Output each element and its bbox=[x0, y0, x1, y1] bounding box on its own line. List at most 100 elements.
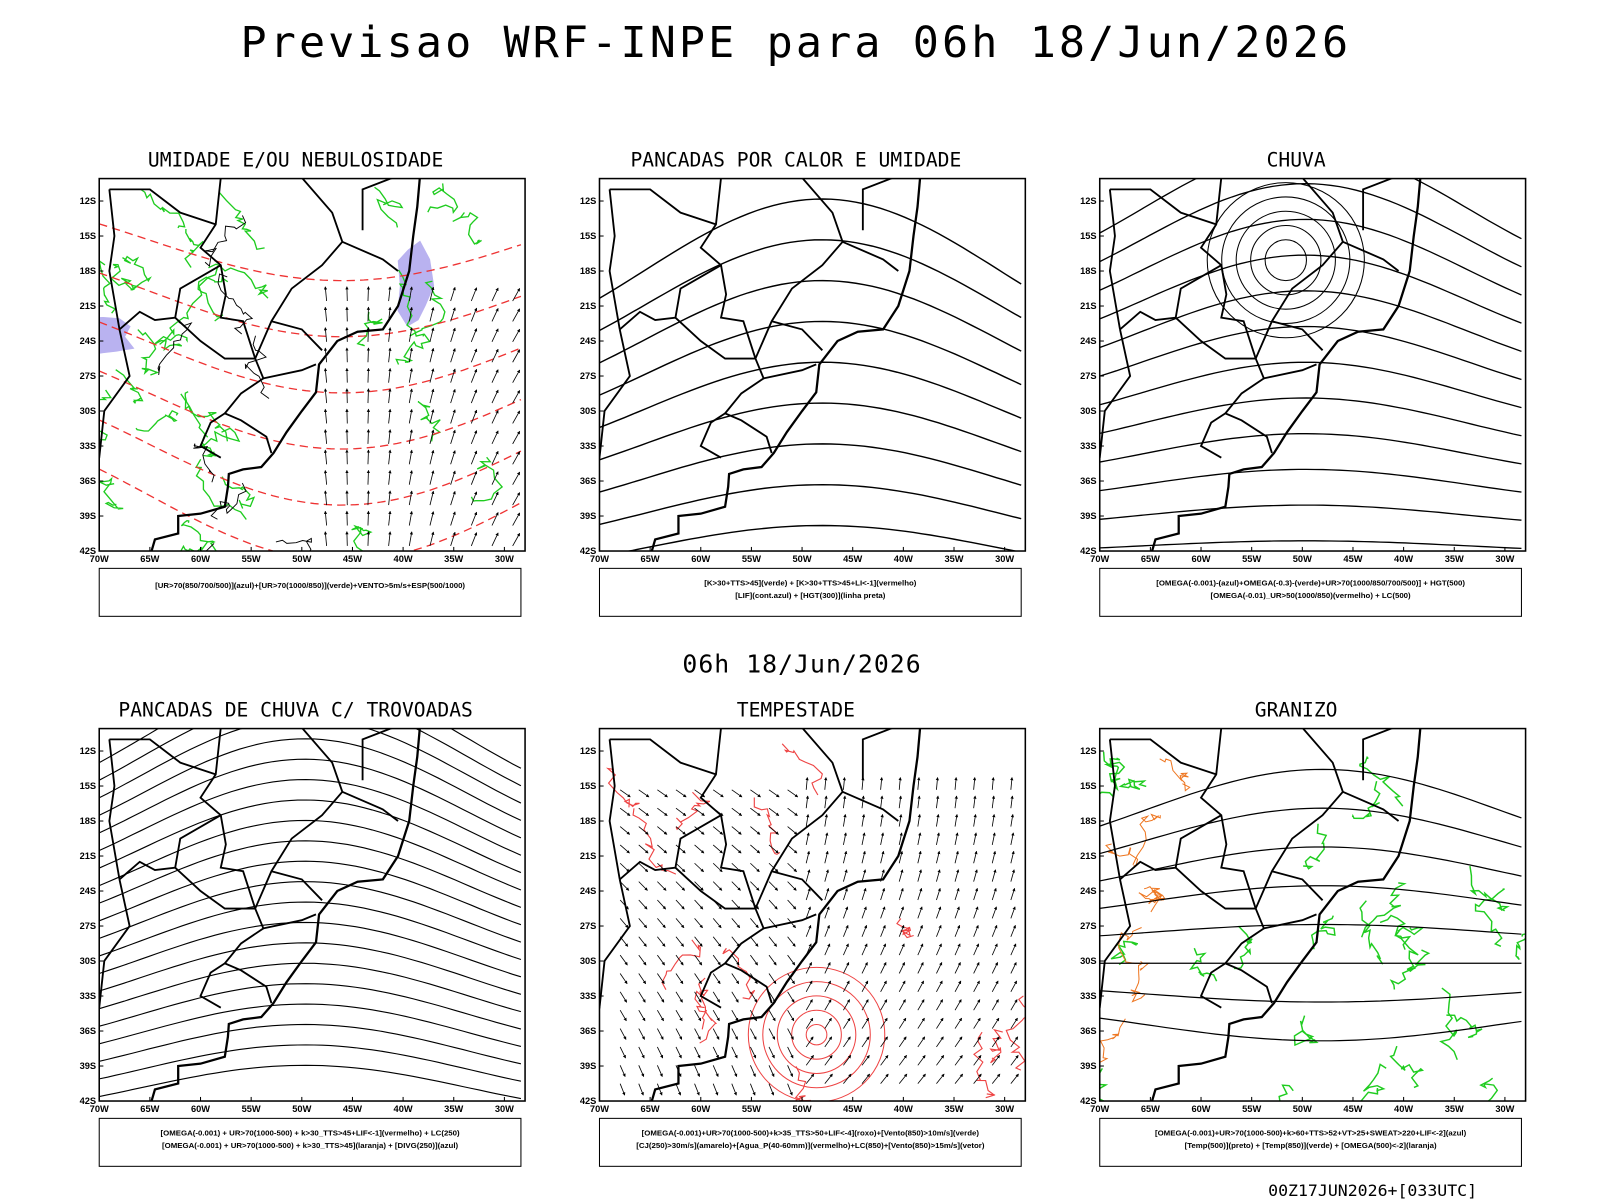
contour-line bbox=[599, 402, 1022, 461]
wind-vector bbox=[656, 1046, 664, 1059]
shaded-area bbox=[8, 18, 57, 189]
wind-vector bbox=[450, 429, 456, 444]
panel-frame bbox=[1098, 727, 1527, 1102]
wind-vector bbox=[429, 368, 435, 383]
lon-label: 45W bbox=[343, 554, 362, 564]
contour-line bbox=[470, 456, 504, 502]
contour-line bbox=[1132, 813, 1161, 866]
wind-vector bbox=[491, 532, 499, 547]
wind-vector bbox=[731, 1028, 738, 1040]
wind-vector bbox=[917, 850, 922, 864]
lat-label: 18S bbox=[1080, 266, 1097, 276]
wind-vector bbox=[408, 490, 413, 506]
contour-line bbox=[218, 191, 265, 251]
lon-label: 70W bbox=[90, 554, 109, 564]
wind-vector bbox=[861, 795, 865, 809]
wind-vector bbox=[861, 1017, 869, 1029]
wind-vector bbox=[491, 450, 499, 465]
wind-vector bbox=[323, 286, 328, 302]
wind-vector bbox=[712, 991, 721, 1003]
wind-vector bbox=[936, 813, 940, 827]
wind-vector bbox=[1010, 961, 1017, 974]
border-line bbox=[1119, 814, 1222, 881]
wind-vector bbox=[712, 1028, 720, 1040]
wind-vector bbox=[824, 943, 831, 956]
wind-vector bbox=[917, 887, 923, 901]
wind-vector bbox=[408, 327, 413, 342]
map-layer bbox=[8, 18, 1022, 552]
wind-vector bbox=[657, 826, 668, 835]
wind-vector bbox=[712, 1010, 720, 1022]
contour-line bbox=[753, 797, 781, 855]
wind-vector bbox=[638, 899, 648, 910]
wind-vector bbox=[638, 954, 647, 966]
wind-vector bbox=[712, 1083, 719, 1096]
wind-vector bbox=[787, 826, 798, 835]
wind-vector bbox=[973, 924, 979, 937]
contour-line bbox=[351, 524, 373, 552]
wind-vector bbox=[954, 980, 962, 993]
lat-label: 24S bbox=[80, 336, 97, 346]
wind-vector bbox=[750, 936, 759, 947]
lat-label: 21S bbox=[80, 851, 97, 861]
map-panel: UMIDADE E/OU NEBULOSIDADE 12S 15S 18S 21S 24S… bbox=[80, 148, 526, 617]
wind-vector bbox=[936, 906, 942, 919]
wind-vector bbox=[750, 844, 761, 854]
map-layer bbox=[99, 178, 522, 552]
lat-label: 42S bbox=[80, 1096, 97, 1106]
wind-vector bbox=[512, 328, 521, 343]
border-line bbox=[771, 320, 823, 351]
contour-line bbox=[1446, 1014, 1483, 1039]
coastline bbox=[650, 728, 922, 1102]
lat-label: 27S bbox=[1080, 921, 1097, 931]
lat-label: 30S bbox=[1080, 406, 1097, 416]
wind-vector bbox=[450, 286, 456, 302]
wind-vector bbox=[675, 807, 687, 816]
lon-label: 30W bbox=[495, 1104, 514, 1114]
wind-vector bbox=[512, 308, 521, 322]
wind-vector bbox=[694, 954, 703, 966]
wind-vector bbox=[470, 307, 478, 322]
border-line bbox=[174, 316, 256, 360]
contour-line bbox=[1099, 290, 1522, 352]
wind-vector bbox=[675, 1046, 682, 1059]
wind-vector bbox=[954, 832, 959, 845]
contour-line bbox=[244, 335, 270, 399]
wind-vector bbox=[470, 409, 478, 424]
wind-vector bbox=[619, 918, 629, 929]
contour-line bbox=[747, 966, 886, 1102]
contour-line bbox=[1099, 807, 1522, 855]
wind-vector bbox=[898, 961, 905, 974]
wind-vector bbox=[656, 1028, 664, 1040]
wind-vector bbox=[861, 999, 869, 1011]
wind-vector bbox=[619, 807, 631, 816]
wind-vector bbox=[750, 826, 761, 835]
lon-label: 40W bbox=[894, 1104, 913, 1114]
border-line bbox=[1362, 178, 1394, 231]
contour-line bbox=[427, 183, 459, 215]
contour-line bbox=[599, 279, 1022, 364]
lon-label: 55W bbox=[242, 554, 261, 564]
wind-vector bbox=[694, 1046, 701, 1059]
contour-line bbox=[99, 860, 522, 926]
lat-label: 18S bbox=[80, 816, 97, 826]
wind-vector bbox=[843, 887, 848, 901]
border-line bbox=[361, 178, 394, 231]
wind-vector bbox=[619, 1028, 627, 1040]
wind-vector bbox=[657, 991, 665, 1003]
wind-vector bbox=[805, 832, 810, 845]
lon-label: 45W bbox=[1343, 554, 1362, 564]
contour-line bbox=[99, 272, 522, 338]
wind-vector bbox=[991, 869, 997, 882]
wind-vector bbox=[843, 980, 850, 993]
wind-vector bbox=[675, 991, 683, 1003]
wind-vector bbox=[470, 511, 478, 526]
wind-vector bbox=[638, 1046, 645, 1059]
panel-frame bbox=[598, 727, 1027, 1102]
contour-line bbox=[1469, 865, 1510, 912]
wind-vector bbox=[731, 973, 740, 985]
wind-vector bbox=[991, 980, 999, 993]
border-line bbox=[1271, 320, 1324, 351]
wind-vector bbox=[750, 918, 759, 929]
valid-time: 06h 18/Jun/2026 bbox=[682, 650, 921, 679]
